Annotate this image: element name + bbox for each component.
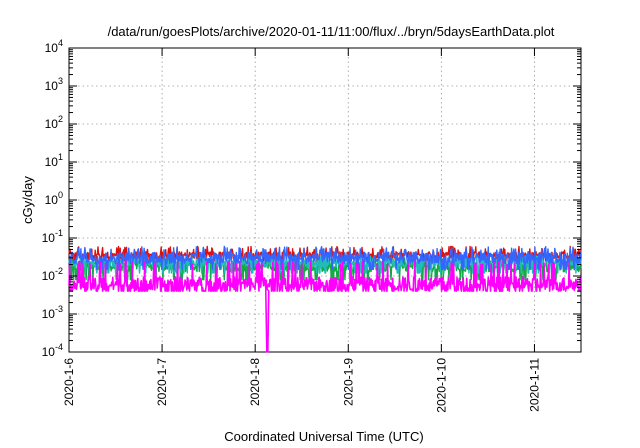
y-tick-label: 101 bbox=[45, 152, 63, 169]
y-tick-base: 10 bbox=[45, 117, 59, 131]
y-tick-base: 10 bbox=[42, 307, 56, 321]
y-tick-base: 10 bbox=[45, 155, 59, 169]
y-tick-base: 10 bbox=[45, 41, 59, 55]
series-layer bbox=[68, 245, 582, 353]
y-tick-label: 10-1 bbox=[42, 228, 63, 245]
x-tick-label: 2020-1-6 bbox=[62, 358, 76, 406]
y-tick-exponent: 1 bbox=[58, 152, 63, 162]
y-tick-label: 10-4 bbox=[42, 342, 63, 359]
series-line bbox=[68, 260, 582, 353]
x-axis-ticks: 2020-1-6 2020-1-7 2020-1-8 2020-1-9 2020-1-1… bbox=[62, 48, 541, 413]
grid bbox=[69, 48, 581, 352]
y-tick-base: 10 bbox=[45, 193, 59, 207]
y-tick-exponent: 2 bbox=[58, 114, 63, 124]
y-tick-exponent: 3 bbox=[58, 76, 63, 86]
x-axis-label: Coordinated Universal Time (UTC) bbox=[224, 429, 423, 444]
y-tick-label: 103 bbox=[45, 76, 63, 93]
plot-area bbox=[68, 47, 582, 353]
y-axis-label: cGy/day bbox=[20, 176, 35, 224]
y-tick-exponent: -2 bbox=[55, 266, 63, 276]
y-tick-base: 10 bbox=[45, 79, 59, 93]
x-tick-label: 2020-1-9 bbox=[341, 358, 355, 406]
series-line bbox=[68, 245, 582, 270]
x-tick-label: 2020-1-7 bbox=[155, 358, 169, 406]
x-tick-label: 2020-1-11 bbox=[527, 358, 541, 412]
y-tick-base: 10 bbox=[42, 231, 56, 245]
chart-title: /data/run/goesPlots/archive/2020-01-11/1… bbox=[108, 24, 555, 39]
y-tick-label: 10-3 bbox=[42, 304, 63, 321]
y-tick-label: 100 bbox=[45, 190, 63, 207]
y-tick-base: 10 bbox=[42, 269, 56, 283]
y-tick-exponent: 0 bbox=[58, 190, 63, 200]
y-tick-exponent: -4 bbox=[55, 342, 63, 352]
y-tick-exponent: -1 bbox=[55, 228, 63, 238]
x-tick-label: 2020-1-10 bbox=[434, 358, 448, 413]
y-tick-exponent: 4 bbox=[58, 38, 63, 48]
y-tick-exponent: -3 bbox=[55, 304, 63, 314]
x-tick-label: 2020-1-8 bbox=[248, 358, 262, 406]
y-tick-label: 10-2 bbox=[42, 266, 63, 283]
y-tick-label: 102 bbox=[45, 114, 63, 131]
y-tick-label: 104 bbox=[45, 38, 63, 55]
y-tick-base: 10 bbox=[42, 345, 56, 359]
